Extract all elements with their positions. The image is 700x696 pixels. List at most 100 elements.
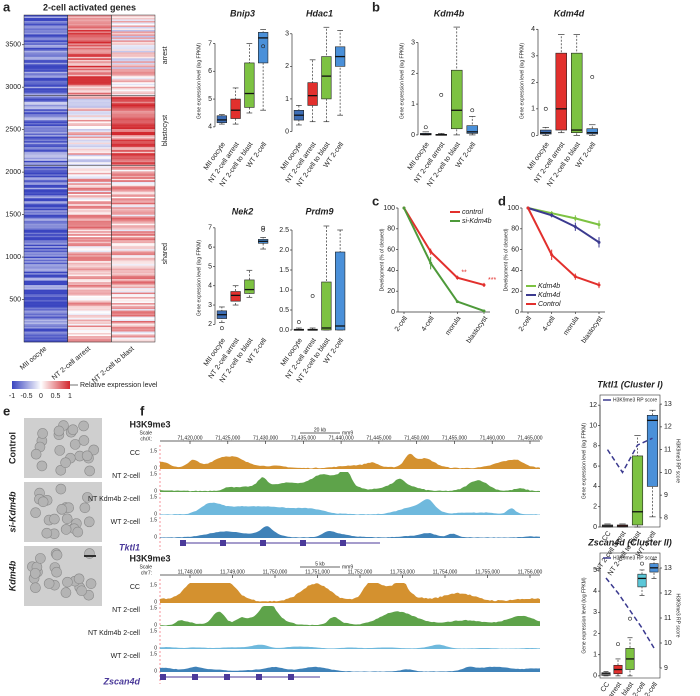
heatmap-row — [24, 119, 68, 122]
heatmap-row — [67, 110, 112, 113]
embryo — [84, 465, 95, 477]
heatmap-row — [67, 297, 112, 299]
gene-exon — [340, 540, 346, 546]
heatmap-row — [24, 55, 68, 58]
heatmap-row — [111, 86, 155, 89]
y2-tick-label: 9 — [664, 665, 668, 672]
heatmap-row — [67, 76, 112, 79]
y-tick-label: 0.0 — [279, 327, 289, 334]
heatmap-row — [111, 316, 155, 319]
box — [451, 69, 463, 130]
x-tick-label: CC — [600, 681, 612, 693]
heatmap-row — [24, 319, 68, 322]
heatmap-row — [24, 135, 68, 137]
heatmap-row — [24, 106, 68, 109]
heatmap-row — [111, 256, 155, 259]
heatmap-row — [67, 61, 112, 64]
heatmap-row — [111, 151, 155, 154]
heatmap-row — [24, 25, 68, 28]
y-tick-label: 3 — [285, 31, 289, 38]
heatmap-row — [111, 210, 155, 213]
y2-tick-label: 12 — [664, 590, 672, 597]
x-tick-label: 4-cell — [541, 315, 557, 333]
heatmap-row — [24, 193, 68, 196]
chrom-label: chr7: — [141, 570, 152, 576]
heatmap-row — [24, 35, 68, 38]
heatmap-row — [67, 193, 112, 196]
y-tick-label: 80 — [511, 226, 519, 233]
point — [573, 275, 577, 279]
heatmap-row — [67, 207, 112, 210]
heatmap-row — [24, 127, 68, 130]
point — [597, 240, 601, 244]
heatmap-row — [67, 88, 112, 91]
embryo — [79, 502, 91, 514]
heatmap-row — [24, 259, 68, 262]
heatmap-row — [67, 142, 112, 145]
heatmap-row — [24, 150, 68, 153]
heatmap-row — [24, 40, 68, 43]
heatmap-row — [67, 295, 112, 298]
heatmap-row — [111, 34, 155, 37]
heatmap-row — [24, 306, 68, 308]
heatmap-row — [111, 122, 155, 125]
heatmap-row — [111, 65, 155, 68]
heatmap-row — [24, 59, 68, 62]
heatmap-row — [111, 226, 155, 229]
embryo — [60, 524, 72, 535]
heatmap-row — [111, 319, 155, 322]
point — [402, 206, 406, 210]
embryo — [60, 587, 72, 598]
heatmap-row — [67, 336, 112, 338]
heatmap-row — [67, 300, 112, 302]
heatmap-row — [24, 77, 68, 80]
heatmap-row — [111, 160, 155, 163]
signal-track — [160, 583, 540, 603]
heatmap-row — [111, 79, 155, 82]
box — [230, 98, 241, 119]
heatmap-row — [67, 192, 112, 195]
heatmap-row — [24, 116, 68, 119]
cluster-block — [23, 165, 156, 343]
track-name: NT 2-cell — [112, 607, 140, 614]
heatmap-row — [111, 175, 155, 178]
heatmap-row — [111, 80, 155, 83]
heatmap-row — [111, 322, 155, 325]
panel-label: f — [140, 403, 145, 418]
heatmap-row — [111, 318, 155, 320]
heatmap-row — [67, 128, 112, 131]
heatmap-row — [24, 115, 68, 118]
point — [573, 225, 577, 229]
heatmap-row — [24, 162, 68, 165]
heatmap-row — [67, 107, 112, 110]
heatmap-row — [111, 219, 155, 222]
heatmap-row — [24, 172, 68, 175]
heatmap-row — [67, 160, 112, 163]
heatmap-row — [24, 61, 68, 64]
outlier — [261, 225, 266, 230]
heatmap-row — [24, 334, 68, 337]
heatmap-row — [24, 238, 68, 241]
outlier — [590, 75, 595, 79]
heatmap-row — [24, 228, 68, 231]
heatmap-row — [67, 238, 112, 241]
heatmap-row — [24, 301, 68, 304]
heatmap-row — [67, 55, 112, 58]
heatmap-row — [67, 150, 112, 153]
heatmap-row — [111, 181, 155, 184]
heatmap-row — [67, 50, 112, 53]
heatmap-row — [111, 231, 155, 234]
gene-exon — [288, 674, 294, 680]
track-min: 0 — [154, 645, 157, 651]
signal-track — [160, 644, 540, 649]
heatmap-row — [111, 304, 155, 307]
heatmap-row — [24, 154, 68, 157]
heatmap-row — [67, 271, 112, 274]
y-tick-label: 40 — [387, 267, 395, 274]
heatmap-row — [111, 121, 155, 124]
heatmap-row — [24, 225, 68, 228]
heatmap-row — [67, 186, 112, 189]
x-tick-label: morula — [562, 315, 580, 337]
heatmap-row — [111, 280, 155, 283]
heatmap-row — [24, 175, 68, 178]
